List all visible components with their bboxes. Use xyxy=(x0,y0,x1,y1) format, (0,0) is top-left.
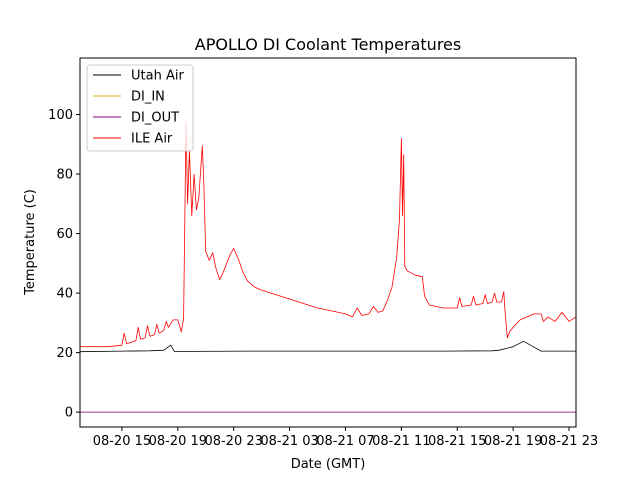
series-line-ile-air xyxy=(80,121,576,348)
y-tick-label: 40 xyxy=(56,287,73,302)
legend-entry-label: DI_IN xyxy=(131,90,165,105)
series-line-utah-air xyxy=(80,340,576,353)
y-tick-label: 100 xyxy=(48,108,73,123)
x-tick-label: 08-20 19 xyxy=(149,434,207,449)
plot-frame xyxy=(79,57,577,428)
x-tick-label: 08-20 15 xyxy=(93,434,151,449)
y-tick-label: 80 xyxy=(56,168,73,183)
y-axis-label: Temperature (C) xyxy=(23,189,38,296)
y-tick-label: 20 xyxy=(56,346,73,361)
x-tick-label: 08-21 07 xyxy=(316,434,374,449)
x-axis-label: Date (GMT) xyxy=(291,457,366,472)
series-layer xyxy=(80,121,576,413)
x-tick-label: 08-21 03 xyxy=(260,434,318,449)
x-tick-label: 08-21 15 xyxy=(428,434,486,449)
y-axis: 0 20 40 60 80 100 xyxy=(48,108,80,421)
legend-entry-label: Utah Air xyxy=(131,69,184,84)
legend: Utah Air DI_IN DI_OUT ILE Air xyxy=(86,64,194,152)
x-tick-label: 08-20 23 xyxy=(204,434,262,449)
y-tick-label: 0 xyxy=(65,406,73,421)
y-tick-label: 60 xyxy=(56,227,73,242)
x-tick-label: 08-21 19 xyxy=(484,434,542,449)
legend-entry-label: ILE Air xyxy=(131,132,173,147)
x-tick-label: 08-21 11 xyxy=(372,434,430,449)
x-tick-label: 08-21 23 xyxy=(540,434,598,449)
legend-entry-label: DI_OUT xyxy=(131,111,179,126)
chart-title: APOLLO DI Coolant Temperatures xyxy=(195,35,461,54)
legend-box xyxy=(86,64,194,152)
